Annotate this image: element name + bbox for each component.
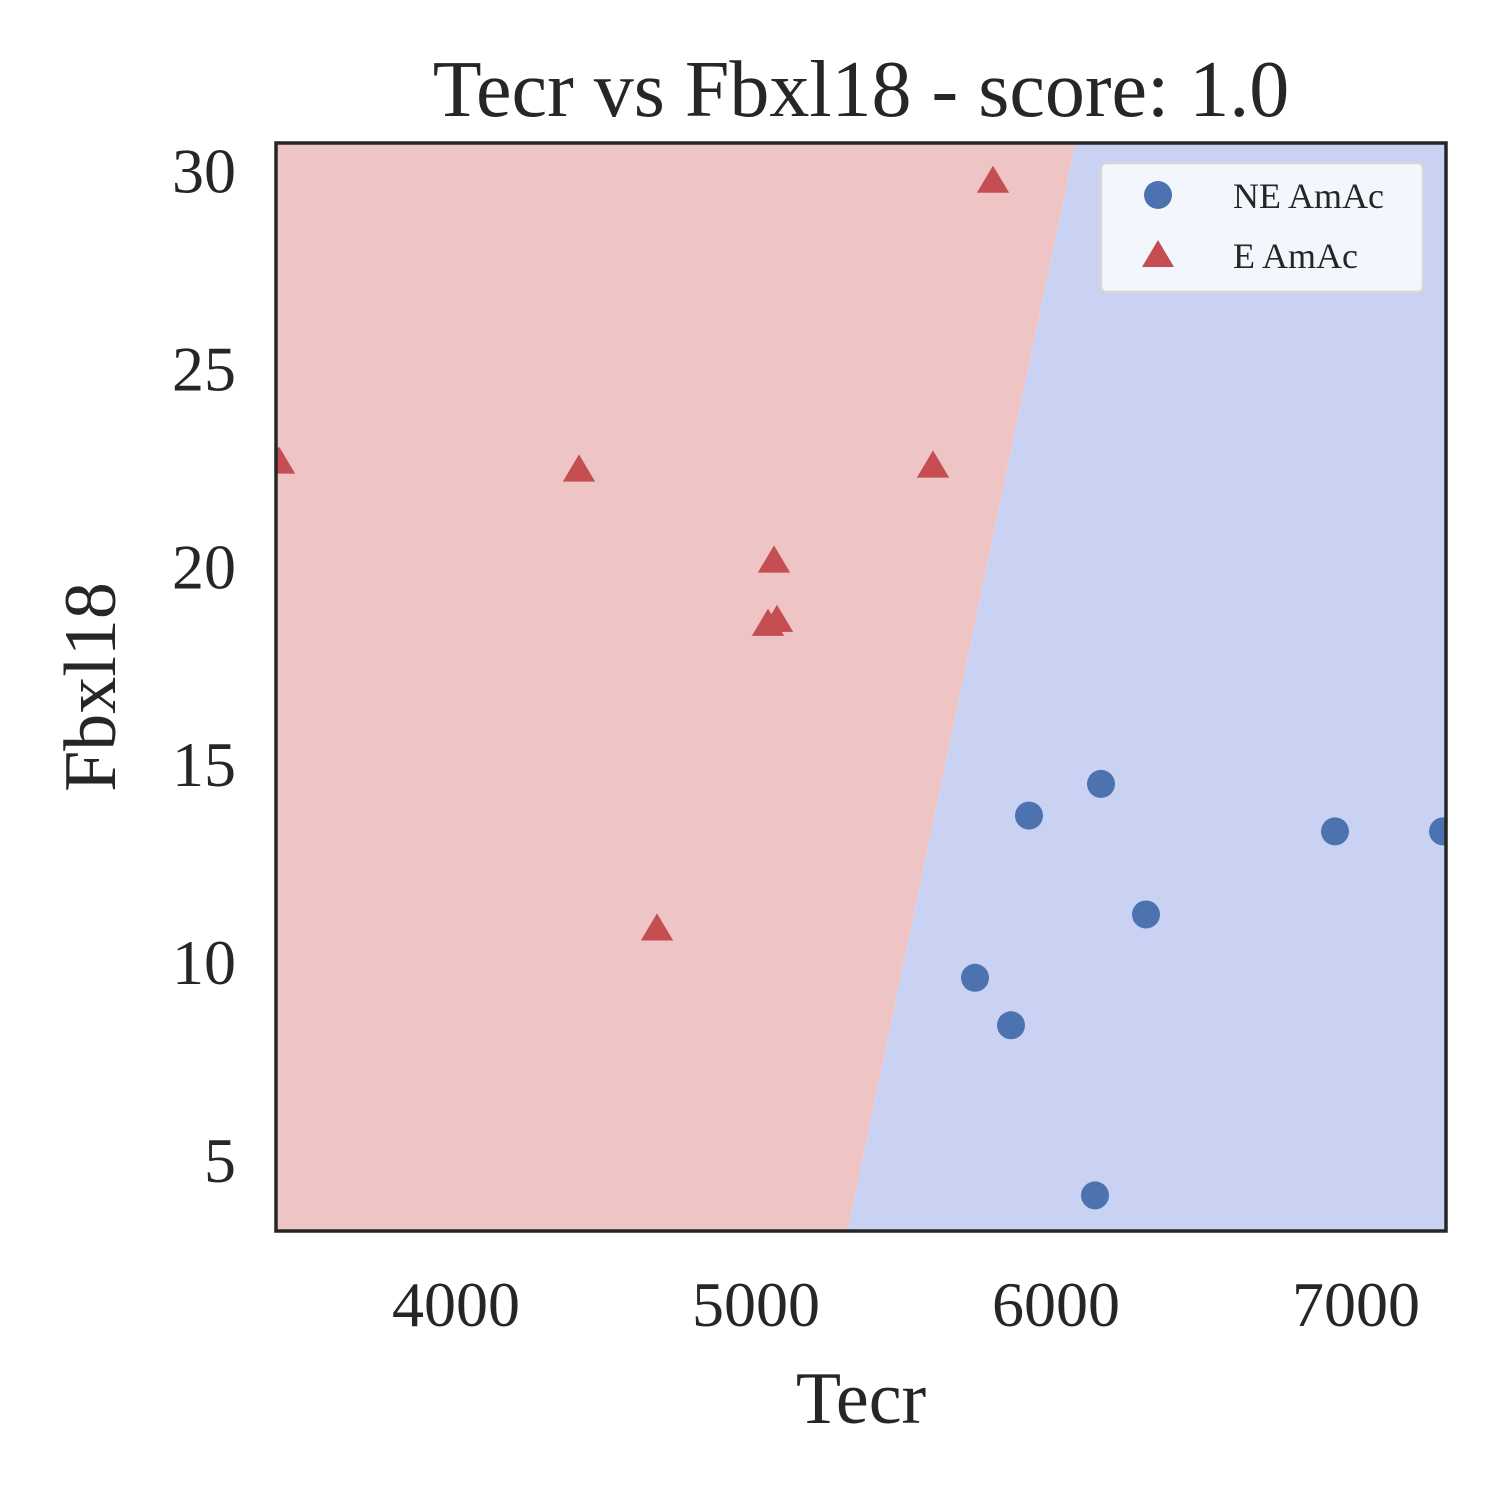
plot-area xyxy=(276,143,1446,1231)
region-ne-amac xyxy=(847,143,1446,1231)
point-ne-amac-5 xyxy=(1081,1181,1109,1210)
point-e-amac-5 xyxy=(760,604,794,632)
y-tick-label: 10 xyxy=(172,927,236,998)
chart-title: Tecr vs Fbxl18 - score: 1.0 xyxy=(433,46,1289,134)
x-tick-label: 7000 xyxy=(1292,1269,1420,1340)
legend: NE AmAc E AmAc xyxy=(1099,161,1425,294)
point-ne-amac-4 xyxy=(1132,900,1160,929)
legend-label-ne-amac: NE AmAc xyxy=(1233,176,1384,216)
y-axis-label: Fbxl18 xyxy=(50,582,132,792)
region-e-amac xyxy=(276,143,1076,1231)
legend-marker-ne-amac xyxy=(1144,181,1172,209)
points-layer xyxy=(276,165,1446,1210)
point-e-amac-0 xyxy=(276,446,296,474)
point-ne-amac-6 xyxy=(1321,817,1349,846)
point-e-amac-3 xyxy=(757,545,791,573)
y-tick-label: 5 xyxy=(204,1125,236,1196)
y-axis-ticks: 5 10 15 20 25 30 xyxy=(172,136,236,1196)
y-tick-label: 20 xyxy=(172,531,236,602)
point-ne-amac-1 xyxy=(997,1011,1025,1040)
point-ne-amac-3 xyxy=(1087,769,1115,798)
x-axis-ticks: 4000 5000 6000 7000 xyxy=(392,1269,1420,1340)
x-tick-label: 6000 xyxy=(992,1269,1120,1340)
point-e-amac-7 xyxy=(976,165,1010,193)
y-tick-label: 15 xyxy=(172,729,236,800)
point-ne-amac-0 xyxy=(961,963,989,992)
point-ne-amac-2 xyxy=(1015,801,1043,830)
point-e-amac-1 xyxy=(562,454,596,482)
y-tick-label: 30 xyxy=(172,136,236,207)
plot-frame xyxy=(274,141,1448,1233)
legend-label-e-amac: E AmAc xyxy=(1233,236,1358,276)
x-tick-label: 5000 xyxy=(692,1269,820,1340)
x-tick-label: 4000 xyxy=(392,1269,520,1340)
point-ne-amac-7 xyxy=(1429,817,1446,846)
x-axis-label: Tecr xyxy=(796,1358,926,1440)
point-e-amac-6 xyxy=(916,450,950,478)
legend-box xyxy=(1099,161,1425,294)
y-tick-label: 25 xyxy=(172,334,236,405)
point-e-amac-2 xyxy=(640,913,674,941)
legend-marker-e-amac xyxy=(1142,240,1174,267)
